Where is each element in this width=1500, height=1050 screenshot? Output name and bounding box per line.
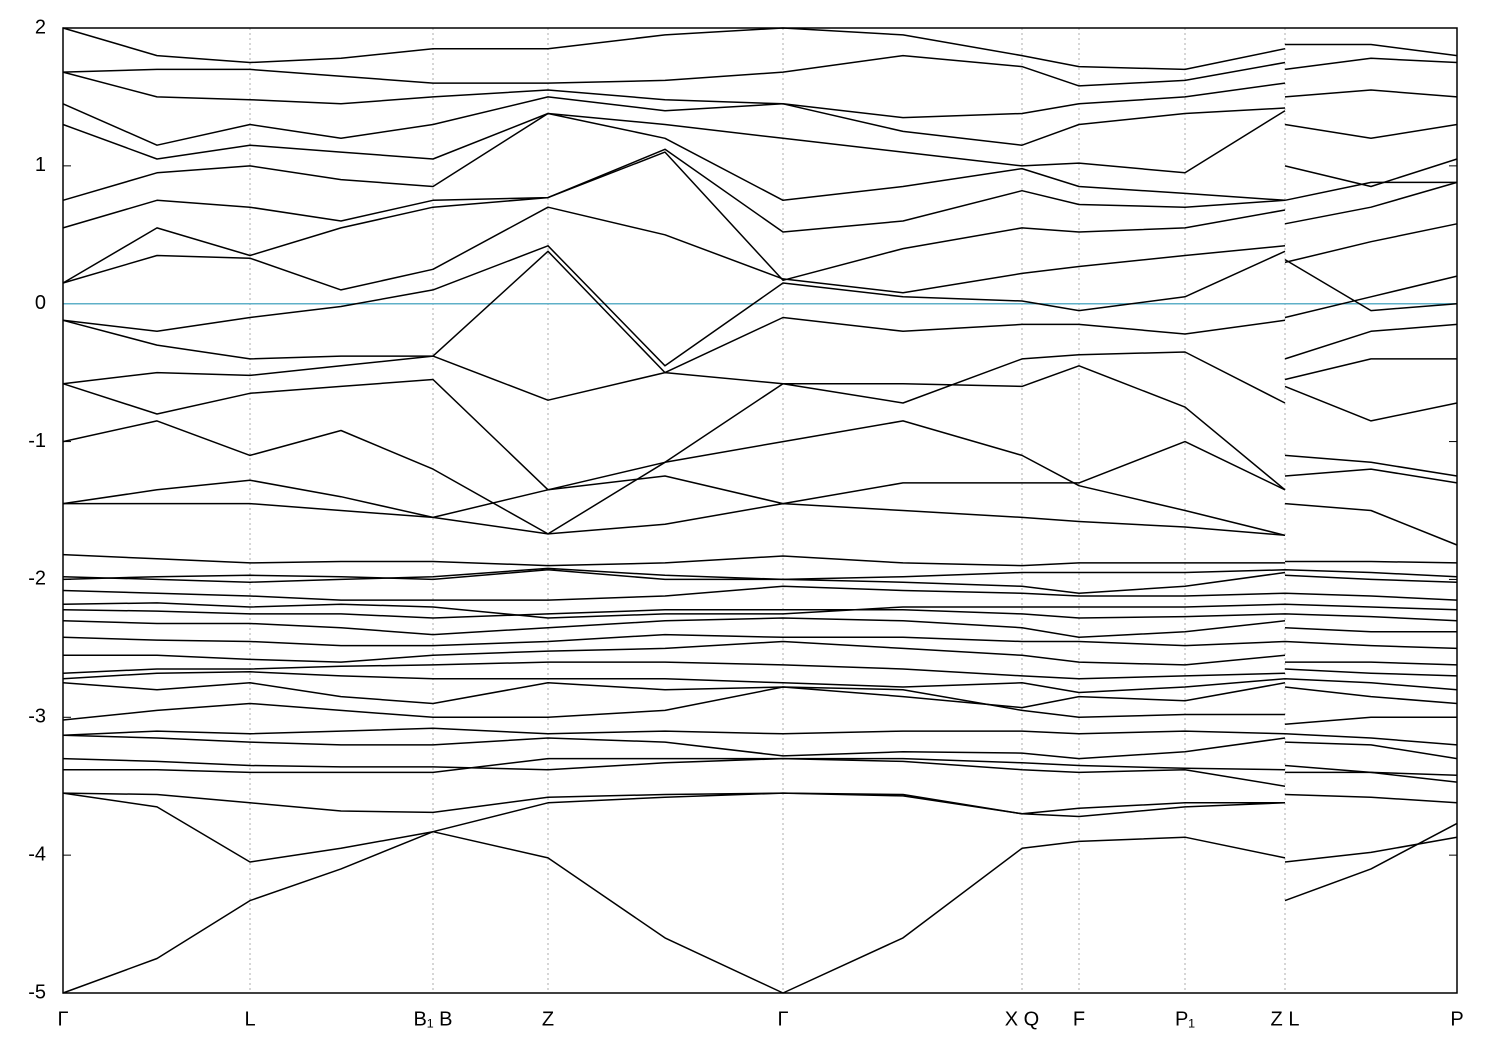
band-line [62,420,1458,537]
band-line [62,54,1458,87]
band-line [62,27,1458,71]
x-tick-label: Z L [1271,1008,1300,1030]
x-tick-label: Γ [57,1008,68,1030]
x-tick-label: Γ [777,1008,788,1030]
plot-frame [62,27,1458,994]
x-tick-label: P₁ [1175,1008,1195,1030]
band-line [62,365,1458,491]
band-line [62,792,1458,994]
band-line [62,792,1458,818]
y-tick-label: -1 [28,430,46,452]
band-line [62,96,1458,146]
band-line [62,567,1458,583]
y-tick-label: 0 [35,292,46,314]
band-line [62,569,1458,594]
x-tick-label: L [244,1008,255,1030]
band-line [62,250,1458,374]
band-line [62,440,1458,519]
y-tick-label: -4 [28,843,46,865]
y-tick-label: -5 [28,981,46,1003]
band-line [62,206,1458,312]
x-tick-label: Z [542,1008,554,1030]
band-line [63,640,1458,666]
x-tick-label: X Q [1005,1008,1039,1030]
band-line [62,686,1457,725]
y-tick-label: 1 [35,154,46,176]
x-tick-label: B₁ B [414,1008,453,1030]
x-tick-label: F [1073,1008,1085,1030]
band-line [62,609,1458,622]
band-line [62,351,1457,404]
band-line [62,245,1458,367]
band-line [62,617,1457,639]
band-line [62,602,1458,619]
band-line [62,148,1458,233]
band-line [62,792,1458,994]
band-line [62,633,1458,650]
band-line [62,661,1458,680]
band-line [62,585,1458,601]
band-line [62,671,1458,694]
band-line [62,727,1458,746]
y-tick-label: 2 [35,16,46,38]
y-tick-label: -2 [28,568,46,590]
band-line [62,682,1458,709]
band-line [62,757,1458,787]
band-line [62,151,1458,284]
band-line [63,502,1458,546]
band-line [62,734,1458,760]
band-line [62,112,1457,202]
band-line [63,757,1458,776]
x-tick-label: P [1450,1008,1463,1030]
band-line [62,553,1458,567]
y-tick-label: -3 [28,706,46,728]
band-line [62,71,1458,119]
band-line [62,110,1458,188]
